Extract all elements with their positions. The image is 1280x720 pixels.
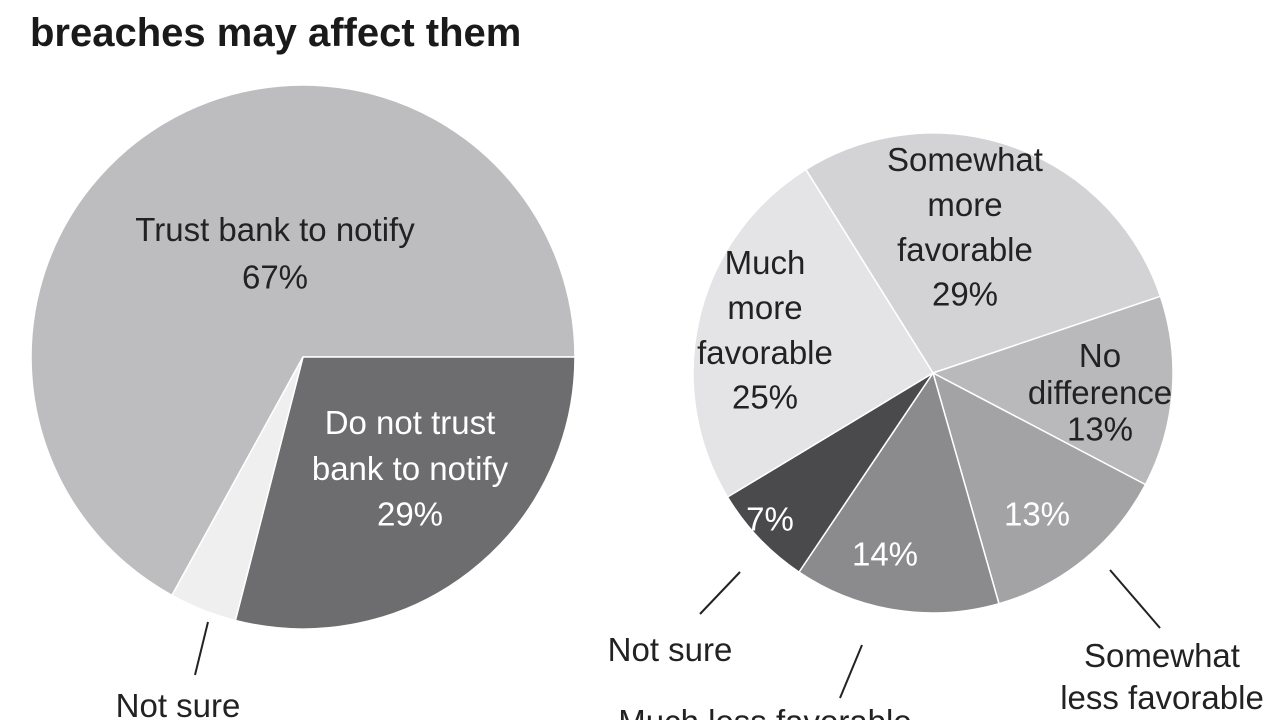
pie-slice	[170, 356, 304, 622]
value-label: 25%	[732, 379, 798, 416]
value-label: 13%	[1004, 496, 1070, 533]
pie-slice	[797, 371, 1000, 614]
pie-slice	[931, 295, 1174, 486]
value-label: 29%	[932, 276, 998, 313]
value-label: 67%	[242, 259, 308, 296]
value-label: 13%	[1067, 411, 1133, 448]
slice-label: Somewhat less favorable	[1060, 637, 1264, 716]
slice-label: No difference	[1028, 337, 1172, 411]
slice-label: Much less favorable	[618, 703, 911, 720]
slice-label: Do not trust bank to notify	[312, 404, 509, 487]
pie-slice	[692, 168, 935, 499]
slice-label: Much more favorable	[697, 244, 833, 371]
slice-label: Not sure	[608, 631, 733, 668]
pie-slice	[804, 132, 1162, 374]
slice-label: Trust bank to notify	[135, 211, 415, 248]
pie-slice	[30, 84, 576, 597]
slice-label: Somewhat more favorable	[887, 141, 1043, 268]
slice-label: Not sure	[116, 687, 241, 720]
leader-line	[1109, 569, 1161, 629]
chart-title: breaches may affect them	[30, 11, 521, 55]
leader-line	[839, 644, 863, 699]
pie-slice	[234, 356, 576, 630]
leader-line	[699, 571, 741, 615]
value-label: 7%	[746, 501, 794, 538]
pie-slice	[726, 372, 934, 574]
value-label: 14%	[852, 536, 918, 573]
leader-line	[194, 621, 209, 676]
pie-slice	[931, 371, 1147, 605]
value-label: 29%	[377, 496, 443, 533]
